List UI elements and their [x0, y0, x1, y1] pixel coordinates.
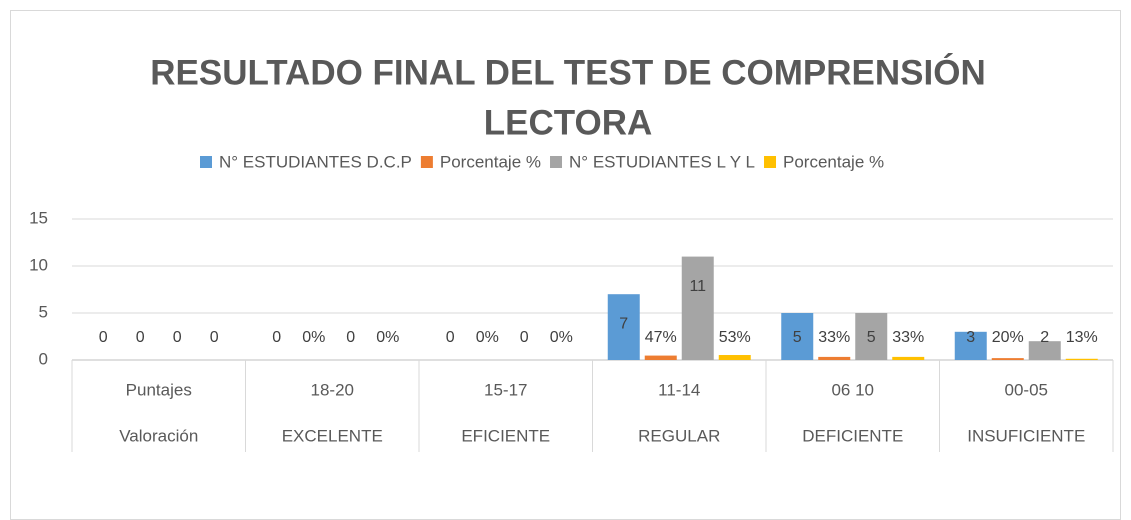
data-label: 33%	[892, 329, 924, 346]
data-label: 0%	[550, 329, 573, 346]
bar	[954, 331, 987, 360]
data-label: 5	[793, 329, 802, 346]
bar	[818, 356, 851, 360]
x-group-label: EXCELENTE	[282, 426, 383, 445]
bar	[892, 356, 925, 360]
data-label: 0	[446, 329, 455, 346]
data-label: 47%	[645, 329, 677, 346]
legend-swatch	[764, 156, 777, 168]
data-label: 0	[136, 329, 145, 346]
chart-title: RESULTADO FINAL DEL TEST DE COMPRENSIÓN	[150, 52, 986, 92]
x-tick-label: 18-20	[311, 380, 354, 399]
x-tick-label: 11-14	[658, 380, 700, 399]
x-tick-label: 15-17	[484, 380, 527, 399]
data-label: 20%	[992, 329, 1024, 346]
y-tick-label: 5	[39, 302, 48, 321]
legend-label: Porcentaje %	[783, 152, 884, 171]
y-tick-label: 10	[29, 255, 48, 274]
legend-swatch	[200, 156, 212, 168]
x-group-label: REGULAR	[638, 426, 720, 445]
legend-swatch	[550, 156, 563, 168]
bar	[1065, 358, 1098, 360]
x-tick-label: 00-05	[1005, 380, 1048, 399]
legend-label: Porcentaje %	[440, 152, 541, 171]
data-label: 53%	[719, 329, 751, 346]
bar	[991, 358, 1024, 360]
data-label: 0	[520, 329, 529, 346]
x-group-label: Valoración	[119, 426, 198, 445]
data-label: 0	[210, 329, 219, 346]
data-label: 3	[966, 329, 975, 346]
bar	[607, 294, 640, 360]
data-label: 0%	[302, 329, 325, 346]
bar	[718, 355, 751, 360]
data-label: 0%	[476, 329, 499, 346]
bar	[644, 355, 677, 360]
data-label: 0	[99, 329, 108, 346]
data-label: 0	[173, 329, 182, 346]
data-label: 33%	[818, 329, 850, 346]
x-group-label: INSUFICIENTE	[967, 426, 1085, 445]
chart-title: LECTORA	[484, 103, 653, 142]
x-tick-label: 06 10	[831, 380, 874, 399]
bar	[855, 313, 888, 360]
x-tick-label: Puntajes	[126, 380, 192, 399]
data-label: 13%	[1066, 329, 1098, 346]
y-tick-label: 0	[39, 349, 48, 368]
bar	[681, 256, 714, 360]
legend-swatch	[420, 156, 433, 168]
data-label: 0	[346, 329, 355, 346]
x-group-label: DEFICIENTE	[802, 426, 903, 445]
legend-label: N° ESTUDIANTES L Y L	[569, 152, 755, 171]
x-group-label: EFICIENTE	[461, 426, 550, 445]
data-label: 11	[689, 278, 706, 295]
legend-label: N° ESTUDIANTES D.C.P	[219, 152, 412, 171]
data-label: 5	[867, 329, 876, 346]
y-tick-label: 15	[29, 208, 48, 227]
bar	[781, 313, 814, 360]
data-label: 0%	[376, 329, 399, 346]
data-label: 0	[272, 329, 281, 346]
data-label: 7	[619, 315, 628, 332]
bar	[1028, 341, 1061, 360]
data-label: 2	[1040, 329, 1049, 346]
